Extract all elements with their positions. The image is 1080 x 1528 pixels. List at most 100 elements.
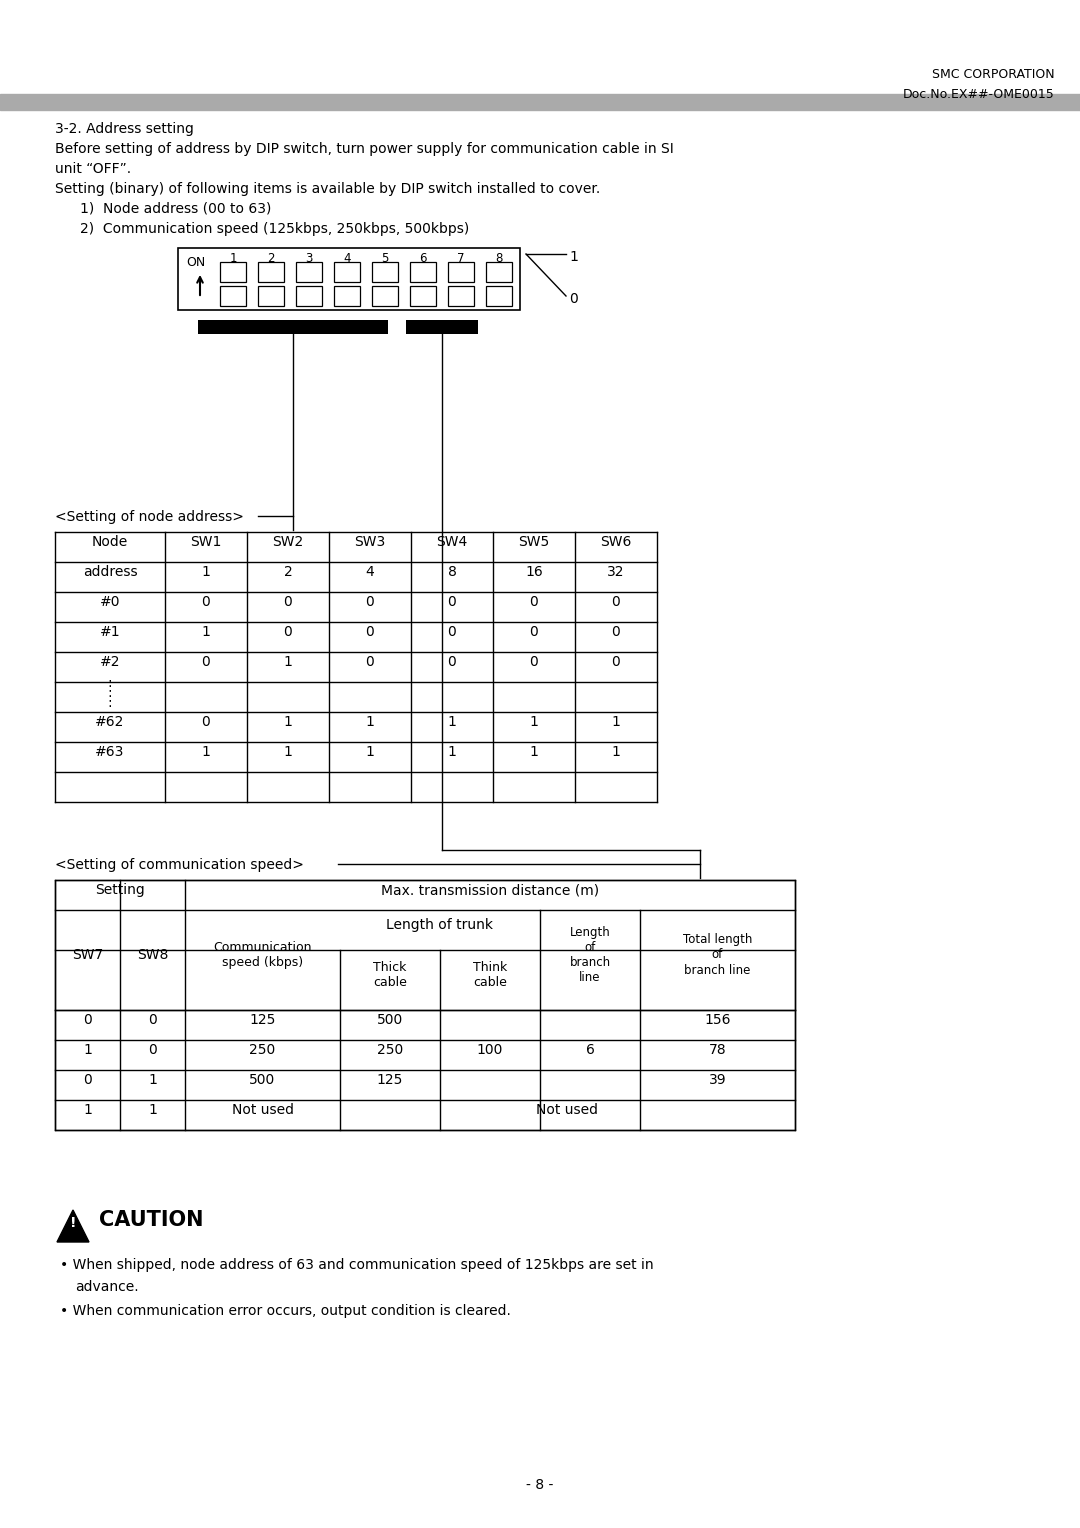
Text: :: : [108,686,112,700]
Text: 0: 0 [366,594,375,610]
Bar [410,286,436,306]
Text: 125: 125 [377,1073,403,1086]
Text: 0: 0 [611,656,620,669]
Bar [486,286,512,306]
Text: 4: 4 [343,252,351,264]
Text: - 8 -: - 8 - [526,1478,554,1491]
Text: 1: 1 [365,715,375,729]
Text: 0: 0 [148,1013,157,1027]
Text: advance.: advance. [75,1280,138,1294]
Text: 0: 0 [284,625,293,639]
Text: SW7: SW7 [72,947,103,963]
Text: 1: 1 [284,746,293,759]
Text: 5: 5 [381,252,389,264]
Text: 156: 156 [704,1013,731,1027]
Text: 0: 0 [148,1044,157,1057]
Text: 2)  Communication speed (125kbps, 250kbps, 500kbps): 2) Communication speed (125kbps, 250kbps… [80,222,469,235]
Text: SW3: SW3 [354,535,386,549]
Bar [220,286,246,306]
Text: 0: 0 [447,656,457,669]
Bar [0,95,1080,110]
Text: ON: ON [186,257,205,269]
Text: 1: 1 [611,715,620,729]
Text: 0: 0 [569,292,578,306]
Text: 0: 0 [366,656,375,669]
Text: SW1: SW1 [190,535,221,549]
Text: #1: #1 [99,625,120,639]
Text: address: address [83,565,137,579]
Text: Setting (binary) of following items is available by DIP switch installed to cove: Setting (binary) of following items is a… [55,182,600,196]
Text: 32: 32 [607,565,624,579]
Text: Node: Node [92,535,129,549]
Text: 6: 6 [419,252,427,264]
Text: unit “OFF”.: unit “OFF”. [55,162,131,176]
Text: 1: 1 [447,715,457,729]
Text: #2: #2 [99,656,120,669]
Text: SMC CORPORATION: SMC CORPORATION [932,69,1055,81]
Text: 1)  Node address (00 to 63): 1) Node address (00 to 63) [80,202,271,215]
Text: 500: 500 [377,1013,403,1027]
Text: 0: 0 [202,656,211,669]
Bar [198,319,388,335]
Bar [448,261,474,283]
Bar [55,880,795,1131]
Text: 1: 1 [229,252,237,264]
Bar [334,261,360,283]
Text: Setting: Setting [95,883,145,897]
Text: Before setting of address by DIP switch, turn power supply for communication cab: Before setting of address by DIP switch,… [55,142,674,156]
Text: #63: #63 [95,746,124,759]
Text: SW8: SW8 [137,947,168,963]
Text: 1: 1 [284,715,293,729]
Text: 0: 0 [529,594,538,610]
Text: 1: 1 [202,565,211,579]
Text: 1: 1 [569,251,578,264]
Text: 1: 1 [148,1103,157,1117]
Text: 0: 0 [447,625,457,639]
Text: 1: 1 [529,746,539,759]
Text: 1: 1 [83,1044,92,1057]
Bar [448,286,474,306]
Text: 0: 0 [284,594,293,610]
Text: 0: 0 [202,715,211,729]
Text: 4: 4 [366,565,375,579]
Text: Max. transmission distance (m): Max. transmission distance (m) [381,883,599,897]
Bar [220,261,246,283]
Bar [486,261,512,283]
Text: SW5: SW5 [518,535,550,549]
Text: 78: 78 [708,1044,727,1057]
Bar [258,286,284,306]
Text: 100: 100 [476,1044,503,1057]
Bar [296,286,322,306]
Text: SW2: SW2 [272,535,303,549]
Text: 0: 0 [447,594,457,610]
Text: 0: 0 [611,594,620,610]
Text: Think
cable: Think cable [473,961,508,989]
Text: 1: 1 [148,1073,157,1086]
Text: 0: 0 [202,594,211,610]
Text: • When shipped, node address of 63 and communication speed of 125kbps are set in: • When shipped, node address of 63 and c… [60,1258,653,1271]
Text: CAUTION: CAUTION [99,1210,203,1230]
Text: 0: 0 [83,1073,92,1086]
Bar [334,286,360,306]
Text: 1: 1 [529,715,539,729]
Text: Length
of
branch
line: Length of branch line [569,926,610,984]
Text: Doc.No.EX##-OME0015: Doc.No.EX##-OME0015 [903,89,1055,101]
Text: SW4: SW4 [436,535,468,549]
Text: 125: 125 [249,1013,275,1027]
Text: 16: 16 [525,565,543,579]
Text: 500: 500 [249,1073,275,1086]
Text: 2: 2 [284,565,293,579]
Text: 1: 1 [284,656,293,669]
Text: 1: 1 [447,746,457,759]
Text: 0: 0 [611,625,620,639]
Text: Thick
cable: Thick cable [373,961,407,989]
Text: Communication
speed (kbps): Communication speed (kbps) [213,941,312,969]
Bar [178,248,519,310]
Polygon shape [57,1210,89,1242]
Text: • When communication error occurs, output condition is cleared.: • When communication error occurs, outpu… [60,1303,511,1319]
Text: 250: 250 [377,1044,403,1057]
Text: 0: 0 [83,1013,92,1027]
Text: 2: 2 [267,252,274,264]
Text: 1: 1 [202,625,211,639]
Text: 7: 7 [457,252,464,264]
